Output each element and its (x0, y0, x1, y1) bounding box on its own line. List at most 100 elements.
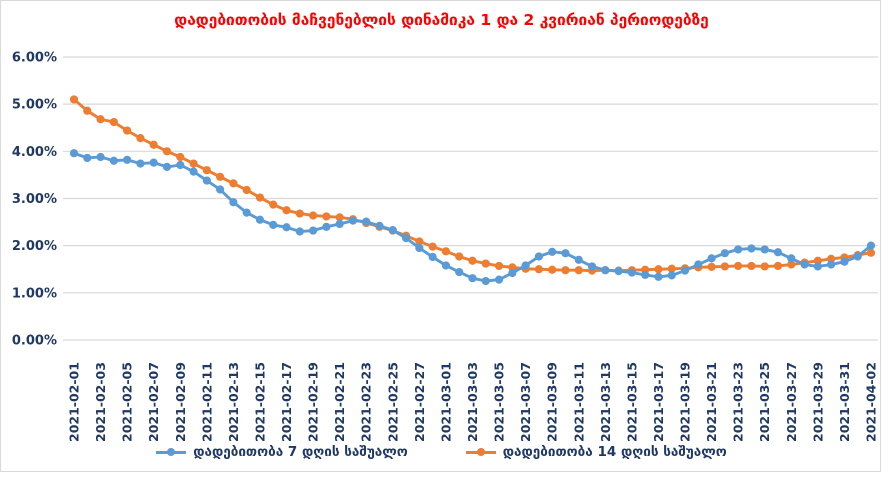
x-tick-label: 2021-03-27 (784, 362, 799, 442)
legend-item-7day: დადებითობა 7 დღის საშუალო (156, 444, 408, 460)
x-tick-label: 2021-03-17 (651, 362, 666, 442)
chart-legend: დადებითობა 7 დღის საშუალო დადებითობა 14 … (1, 444, 882, 460)
data-point-marker (455, 252, 464, 261)
x-tick-label: 2021-03-01 (438, 362, 453, 442)
data-point-marker (720, 249, 729, 258)
data-point-marker (614, 267, 623, 276)
y-axis-labels: 6.00% 5.00% 4.00% 3.00% 2.00% 1.00% 0.00% (12, 50, 57, 348)
data-point-marker (773, 248, 783, 257)
y-tick-label: 0.00% (12, 334, 57, 349)
data-point-marker (813, 256, 822, 265)
x-tick-label: 2021-02-05 (120, 362, 135, 442)
data-point-marker (269, 200, 278, 209)
series-14day (69, 95, 876, 275)
x-tick-label: 2021-03-31 (837, 362, 852, 442)
data-point-marker (707, 254, 716, 263)
y-tick-label: 4.00% (12, 145, 57, 160)
data-point-marker (269, 220, 278, 230)
data-point-marker (229, 179, 238, 188)
data-point-marker (574, 266, 583, 275)
data-point-marker (255, 215, 265, 224)
x-tick-label: 2021-03-05 (492, 362, 507, 442)
data-point-marker (242, 208, 251, 217)
data-point-marker (481, 259, 490, 268)
data-point-marker (747, 261, 756, 271)
y-tick-label: 3.00% (12, 192, 57, 207)
data-point-marker (508, 263, 517, 272)
data-point-marker (481, 276, 490, 286)
data-point-marker (202, 166, 211, 175)
data-point-marker (441, 247, 451, 256)
data-point-marker (415, 237, 424, 246)
data-point-marker (494, 261, 504, 271)
data-point-marker (694, 260, 703, 269)
data-point-marker (109, 156, 118, 165)
line-marker-icon (465, 447, 496, 457)
data-point-marker (787, 260, 796, 269)
data-point-marker (587, 262, 597, 271)
x-tick-label: 2021-03-19 (678, 362, 693, 442)
x-tick-label: 2021-03-09 (545, 362, 560, 442)
legend-label-14day: დადებითობა 14 დღის საშუალო (502, 444, 727, 460)
x-tick-label: 2021-02-11 (199, 362, 214, 442)
data-point-marker (521, 261, 530, 270)
data-point-marker (773, 261, 783, 271)
x-tick-label: 2021-02-01 (67, 362, 82, 442)
data-point-marker (96, 152, 105, 162)
x-tick-label: 2021-03-29 (810, 362, 825, 442)
data-point-marker (787, 254, 796, 263)
data-point-marker (574, 255, 583, 264)
y-tick-label: 1.00% (12, 286, 57, 301)
data-point-marker (494, 275, 504, 284)
data-point-marker (548, 265, 557, 274)
data-point-marker (760, 262, 769, 271)
data-point-marker (136, 159, 145, 168)
x-axis-labels: 2021-02-01 2021-02-03 2021-02-05 2021-02-07… (67, 362, 879, 442)
data-point-marker (853, 252, 862, 261)
x-tick-label: 2021-02-13 (226, 362, 241, 442)
data-point-marker (83, 106, 92, 115)
data-point-marker (149, 158, 158, 167)
line-marker-icon (156, 447, 187, 457)
x-tick-label: 2021-02-09 (173, 362, 188, 442)
data-point-marker (69, 149, 79, 158)
data-point-marker (308, 226, 318, 235)
x-tick-label: 2021-03-11 (571, 362, 586, 442)
data-point-marker (734, 261, 743, 271)
data-point-marker (508, 268, 517, 278)
data-point-marker (282, 223, 291, 232)
data-point-marker (242, 185, 251, 195)
x-tick-label: 2021-03-21 (704, 362, 719, 442)
data-point-marker (149, 140, 158, 149)
chart-frame: დადებითობის მაჩვენებლის დინამიკა 1 და 2 … (0, 0, 881, 472)
data-point-marker (800, 260, 809, 269)
x-tick-label: 2021-02-21 (332, 362, 347, 442)
data-point-marker (335, 219, 344, 229)
data-point-marker (189, 159, 198, 168)
data-point-marker (428, 242, 437, 251)
x-tick-label: 2021-04-02 (863, 362, 878, 442)
chart-title: დადებითობის მაჩვენებლის დინამიკა 1 და 2 … (174, 11, 709, 29)
data-point-marker (707, 262, 716, 271)
x-tick-label: 2021-02-25 (385, 362, 400, 442)
x-tick-label: 2021-02-17 (279, 362, 294, 442)
data-point-marker (109, 117, 118, 127)
data-point-marker (866, 241, 876, 250)
data-point-marker (96, 115, 105, 124)
data-point-marker (216, 185, 225, 194)
data-point-marker (282, 206, 291, 215)
data-point-marker (216, 172, 225, 181)
x-tick-label: 2021-03-15 (624, 362, 639, 442)
y-tick-label: 5.00% (12, 98, 57, 113)
data-point-marker (561, 249, 570, 258)
data-point-marker (627, 268, 636, 277)
data-point-marker (308, 211, 318, 220)
data-point-marker (667, 271, 676, 280)
data-point-marker (468, 274, 477, 283)
data-point-marker (415, 243, 424, 253)
y-tick-label: 6.00% (12, 50, 57, 65)
data-point-marker (335, 213, 344, 222)
data-point-marker (123, 126, 132, 135)
x-tick-label: 2021-02-03 (93, 362, 108, 442)
data-point-marker (601, 266, 610, 275)
